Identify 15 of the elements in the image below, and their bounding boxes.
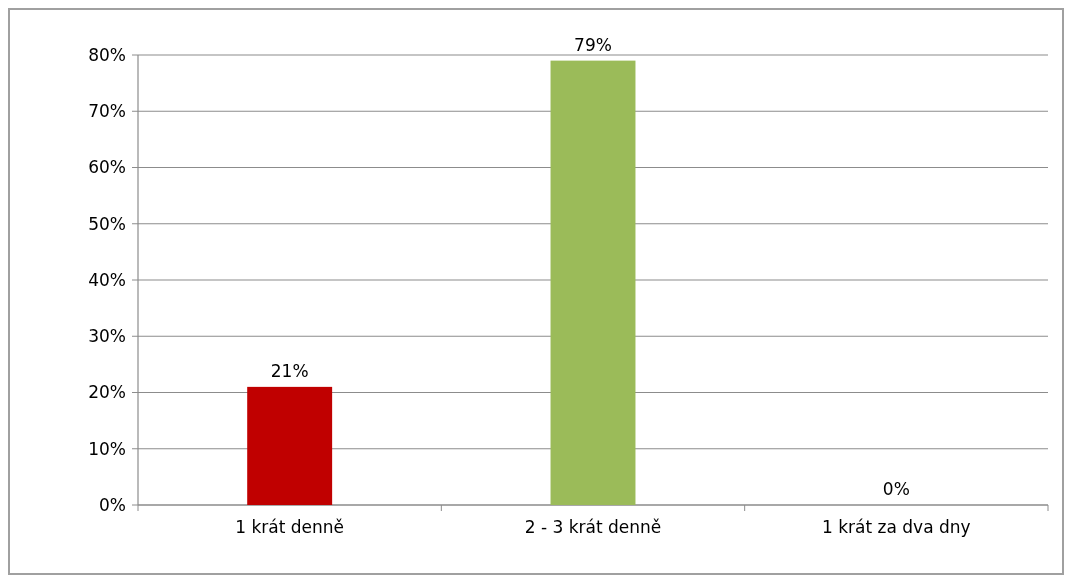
data-label: 79% [574, 34, 612, 55]
y-tick-label: 60% [88, 157, 126, 178]
x-tick-label: 1 krát denně [235, 517, 345, 537]
y-tick-label: 50% [88, 213, 126, 234]
y-tick-label: 70% [88, 101, 126, 122]
y-tick-label: 20% [88, 382, 126, 403]
y-tick-label: 30% [88, 326, 126, 347]
data-label: 0% [882, 479, 910, 499]
y-tick-label: 0% [99, 494, 126, 515]
y-tick-label: 40% [88, 269, 126, 290]
x-tick-label: 1 krát za dva dny [822, 517, 971, 537]
x-tick-label: 2 - 3 krát denně [524, 517, 662, 537]
y-tick-label: 80% [88, 44, 126, 65]
y-tick-label: 10% [88, 438, 126, 459]
data-label: 21% [270, 360, 309, 381]
